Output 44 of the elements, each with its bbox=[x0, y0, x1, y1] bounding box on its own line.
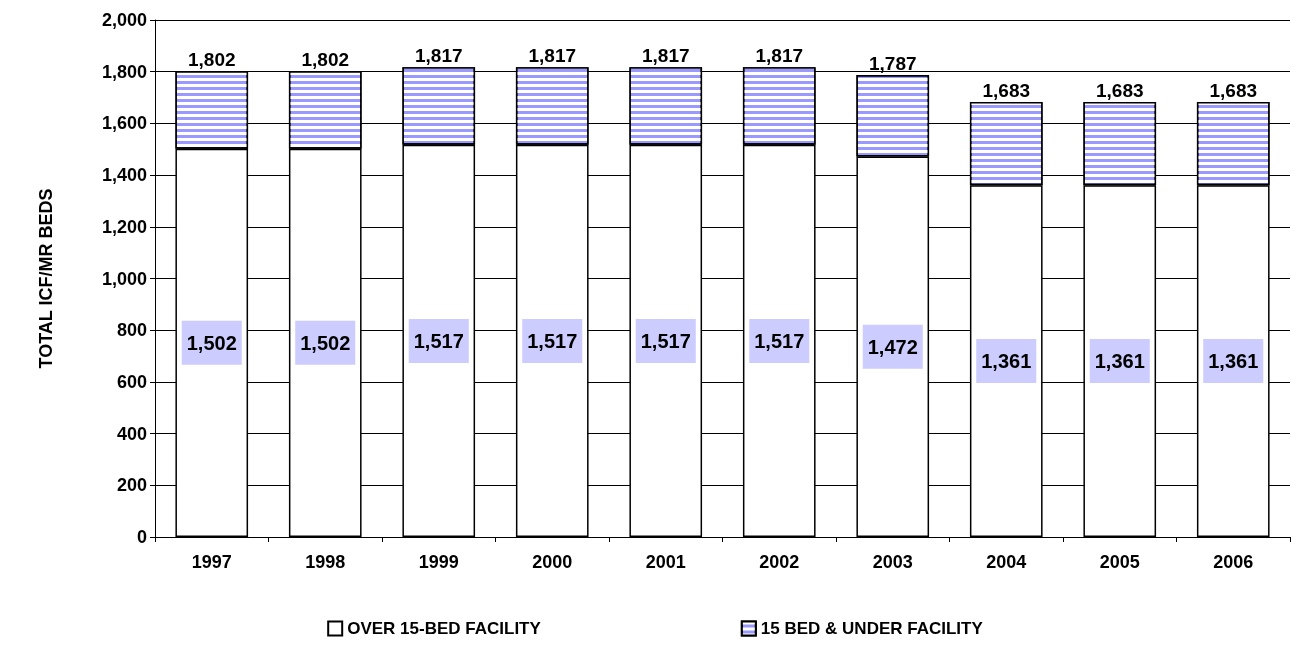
y-tick-label: 1,800 bbox=[101, 61, 147, 82]
y-tick-label: 200 bbox=[116, 475, 147, 496]
x-tick-label: 2003 bbox=[872, 552, 913, 572]
y-tick-label: 400 bbox=[116, 423, 147, 444]
data-label: 1,502 bbox=[300, 331, 351, 354]
total-label: 1,817 bbox=[414, 45, 463, 67]
data-label: 1,517 bbox=[754, 329, 805, 352]
total-label: 1,817 bbox=[528, 45, 577, 67]
total-label: 1,802 bbox=[301, 49, 350, 71]
y-axis-title: TOTAL ICF/MR BEDS bbox=[36, 188, 56, 369]
total-label: 1,802 bbox=[187, 49, 236, 71]
x-tick-label: 1999 bbox=[418, 552, 459, 572]
data-label: 1,361 bbox=[1094, 350, 1145, 373]
x-tick-label: 2006 bbox=[1213, 552, 1254, 572]
total-label: 1,817 bbox=[641, 45, 690, 67]
x-tick-label: 1998 bbox=[305, 552, 346, 572]
legend-label: OVER 15-BED FACILITY bbox=[347, 619, 542, 638]
total-label: 1,817 bbox=[755, 45, 804, 67]
data-label: 1,472 bbox=[867, 335, 918, 358]
x-tick-label: 1997 bbox=[191, 552, 232, 572]
total-label: 1,787 bbox=[868, 53, 917, 75]
x-tick-label: 2002 bbox=[759, 552, 800, 572]
total-label: 1,683 bbox=[982, 79, 1031, 101]
y-tick-label: 1,400 bbox=[101, 165, 147, 186]
total-label: 1,683 bbox=[1095, 79, 1144, 101]
x-tick-label: 2000 bbox=[532, 552, 573, 572]
y-tick-label: 1,600 bbox=[101, 113, 147, 134]
y-tick-label: 1,000 bbox=[101, 268, 147, 289]
y-tick-label: 0 bbox=[136, 527, 147, 547]
data-label: 1,517 bbox=[640, 329, 691, 352]
y-tick-label: 800 bbox=[116, 320, 147, 341]
y-tick-label: 600 bbox=[116, 371, 147, 392]
data-label: 1,517 bbox=[413, 329, 464, 352]
x-tick-label: 2001 bbox=[645, 552, 686, 572]
data-label: 1,502 bbox=[186, 331, 237, 354]
total-label: 1,683 bbox=[1209, 79, 1258, 101]
y-tick-label: 1,200 bbox=[101, 216, 147, 237]
y-tick-label: 2,000 bbox=[101, 10, 147, 30]
x-tick-label: 2004 bbox=[986, 552, 1027, 572]
data-label: 1,361 bbox=[981, 350, 1032, 373]
data-label: 1,517 bbox=[527, 329, 578, 352]
x-tick-label: 2005 bbox=[1099, 552, 1140, 572]
legend-label: 15 BED & UNDER FACILITY bbox=[760, 619, 984, 638]
data-label: 1,361 bbox=[1208, 350, 1259, 373]
